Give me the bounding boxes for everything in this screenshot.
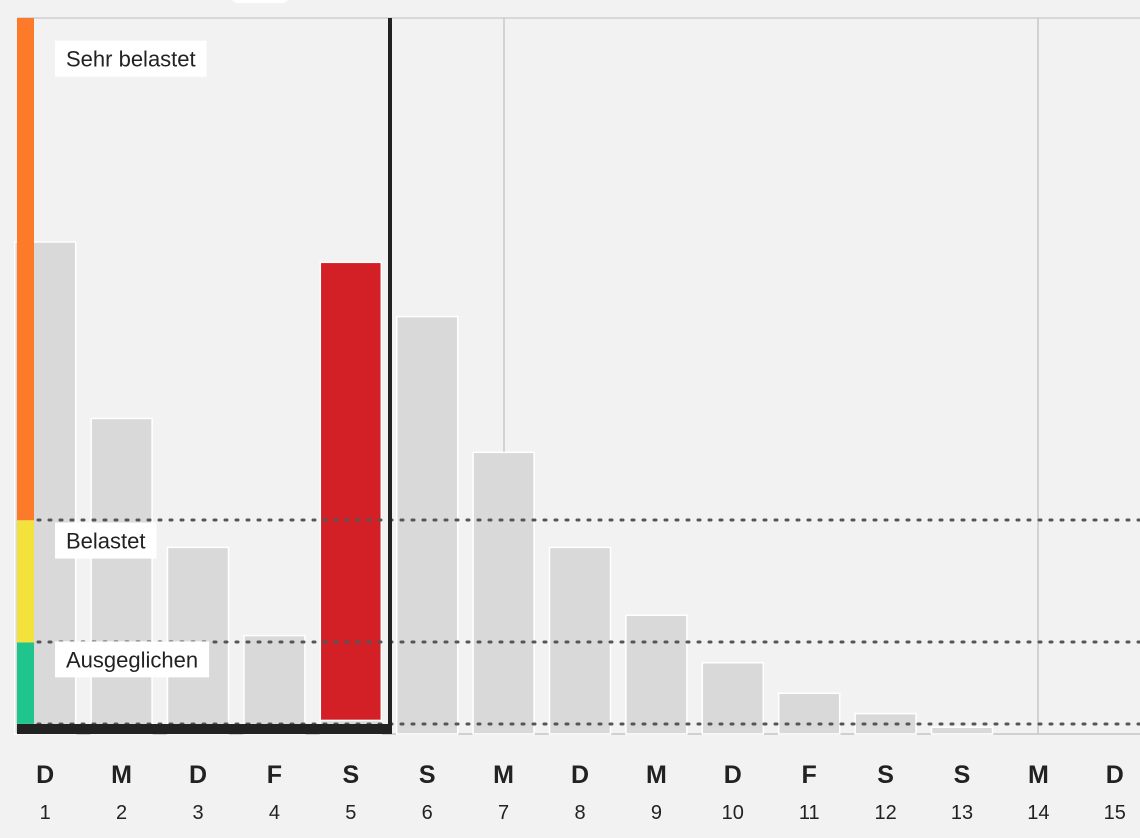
- zone-label-text: Belastet: [66, 529, 146, 554]
- zone-scale-segment: [17, 520, 34, 643]
- x-tick-day: 6: [422, 802, 433, 824]
- x-tick-day: 4: [269, 802, 280, 824]
- zone-label-box: [55, 522, 157, 559]
- x-tick-day: 2: [116, 802, 127, 824]
- x-tick-weekday: M: [1028, 761, 1049, 789]
- x-tick-weekday: S: [419, 761, 436, 789]
- x-tick-weekday: M: [493, 761, 514, 789]
- x-tick-weekday: D: [36, 761, 54, 789]
- x-tick-weekday: S: [954, 761, 971, 789]
- bar: [166, 546, 230, 735]
- x-tick-day: 11: [799, 802, 820, 824]
- bar-highlighted: [319, 261, 383, 722]
- zone-labels-layer: Sehr belastet Belastet Ausgeglichen: [55, 40, 210, 678]
- bar: [472, 451, 535, 735]
- x-tick-day: 9: [651, 802, 662, 824]
- zone-scale-segment: [17, 18, 34, 521]
- selection-right-edge: [388, 18, 392, 734]
- zone-label-text: Sehr belastet: [66, 47, 196, 72]
- top-tab: [232, 0, 288, 3]
- zone-scale-segment: [17, 642, 34, 724]
- bar: [777, 692, 841, 735]
- x-tick-day: 5: [345, 802, 356, 824]
- x-axis-layer: D 1 M 2 D 3 F 4 S 5 S 6 M 7 D 8 M 9 D 10 F 11 S 12 S 13 M 14 D 15: [36, 761, 1126, 824]
- x-tick-weekday: D: [1106, 761, 1124, 789]
- zone-label-box: [55, 641, 210, 678]
- x-tick-day: 10: [722, 802, 744, 824]
- x-tick-day: 12: [874, 802, 896, 824]
- bar: [625, 614, 688, 735]
- x-tick-day: 13: [951, 802, 973, 824]
- x-tick-weekday: S: [342, 761, 359, 789]
- x-tick-weekday: S: [877, 761, 894, 789]
- x-tick-day: 15: [1104, 802, 1126, 824]
- bar: [930, 726, 994, 735]
- bar: [90, 417, 153, 735]
- bar: [243, 634, 306, 735]
- threshold-lines-layer: [36, 518, 1140, 726]
- selection-layer: [17, 18, 392, 734]
- x-tick-weekday: D: [571, 761, 589, 789]
- zone-label-box: [55, 40, 207, 77]
- x-tick-day: 1: [40, 802, 51, 824]
- bar: [701, 661, 765, 735]
- zone-label-text: Ausgeglichen: [66, 647, 198, 672]
- x-tick-day: 8: [574, 802, 585, 824]
- x-tick-weekday: F: [267, 761, 282, 789]
- x-tick-weekday: D: [189, 761, 207, 789]
- x-tick-weekday: D: [724, 761, 742, 789]
- x-tick-weekday: M: [646, 761, 667, 789]
- bar: [395, 315, 459, 735]
- x-tick-day: 3: [192, 802, 203, 824]
- x-tick-weekday: F: [802, 761, 817, 789]
- zone-scale-layer: [17, 18, 34, 734]
- x-tick-weekday: M: [111, 761, 132, 789]
- x-tick-day: 14: [1027, 802, 1049, 824]
- x-tick-day: 7: [498, 802, 509, 824]
- selection-bottom-bar: [17, 724, 390, 734]
